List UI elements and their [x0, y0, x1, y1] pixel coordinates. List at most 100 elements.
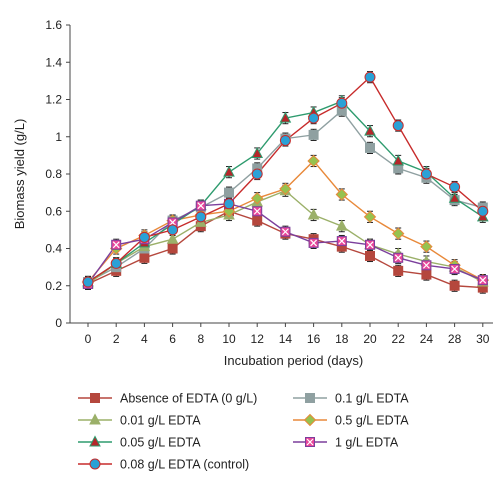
- x-tick-label: 4: [141, 332, 148, 346]
- y-tick-label: 0.6: [45, 204, 62, 218]
- legend-marker: [89, 413, 101, 425]
- series-markers: [81, 71, 490, 293]
- y-tick-label: 0.4: [45, 242, 62, 256]
- legend-item: 0.01 g/L EDTA: [78, 413, 201, 428]
- legend-marker: [303, 413, 317, 427]
- data-point: [251, 146, 264, 159]
- x-tick-label: 16: [307, 332, 321, 346]
- data-point: [308, 237, 319, 248]
- x-tick-label: 6: [169, 332, 176, 346]
- data-point: [280, 226, 291, 237]
- data-point: [250, 192, 264, 205]
- data-point: [308, 129, 319, 140]
- data-point: [449, 263, 460, 274]
- data-point: [393, 252, 404, 263]
- data-point: [335, 188, 349, 201]
- legend-label: 0.1 g/L EDTA: [335, 392, 409, 406]
- y-axis-title: Biomass yield (g/L): [12, 119, 27, 230]
- y-tick-label: 1.4: [45, 55, 62, 69]
- chart-legend: Absence of EDTA (0 g/L) 0.1 g/L EDTA 0.01 …: [78, 392, 409, 472]
- data-point: [363, 210, 377, 224]
- data-point: [448, 191, 461, 203]
- y-tick-label: 0.2: [45, 279, 62, 293]
- data-point: [477, 205, 489, 217]
- legend-item: 0.5 g/L EDTA: [293, 414, 409, 428]
- y-tick-label: 1.6: [45, 18, 62, 32]
- data-point: [420, 168, 432, 180]
- data-point: [251, 168, 263, 180]
- legend-label: 0.05 g/L EDTA: [120, 436, 201, 450]
- data-point: [223, 198, 235, 210]
- x-tick-label: 0: [85, 332, 92, 346]
- y-tick-label: 0: [55, 316, 62, 330]
- legend-label: 0.5 g/L EDTA: [335, 414, 409, 428]
- data-point: [392, 120, 404, 132]
- data-point: [449, 280, 460, 291]
- data-point: [365, 142, 375, 153]
- data-point: [195, 211, 207, 223]
- legend-item: 0.1 g/L EDTA: [293, 392, 409, 406]
- legend-label: 1 g/L EDTA: [335, 436, 399, 450]
- data-point: [449, 181, 461, 193]
- x-tick-label: 20: [363, 332, 377, 346]
- data-point: [421, 269, 432, 280]
- data-point: [82, 276, 94, 288]
- chart-axes: 00.20.40.60.811.21.41.60 2 4 6 8 10 12 14 16 18 20…: [45, 18, 493, 346]
- legend-marker: [89, 458, 101, 470]
- data-point: [364, 71, 376, 83]
- data-point: [307, 154, 320, 168]
- data-point: [421, 260, 432, 271]
- data-point: [279, 182, 292, 196]
- legend-marker: [305, 393, 315, 403]
- data-point: [252, 206, 263, 217]
- legend-label: 0.08 g/L EDTA (control): [120, 458, 249, 472]
- data-point: [252, 215, 263, 226]
- data-point: [336, 236, 347, 247]
- data-point: [365, 250, 375, 261]
- data-point: [365, 239, 375, 250]
- legend-marker: [89, 435, 101, 447]
- data-point: [167, 224, 179, 236]
- x-axis-title: Incubation period (days): [224, 353, 363, 368]
- x-tick-label: 30: [476, 332, 490, 346]
- x-tick-label: 2: [113, 332, 120, 346]
- data-point: [223, 165, 235, 177]
- data-point: [308, 112, 320, 124]
- x-tick-label: 18: [335, 332, 349, 346]
- x-tick-label: 24: [420, 332, 434, 346]
- data-point: [420, 240, 433, 253]
- legend-marker: [90, 393, 100, 403]
- x-tick-label: 10: [222, 332, 236, 346]
- legend-item: 0.05 g/L EDTA: [78, 435, 201, 450]
- legend-marker: [305, 437, 315, 447]
- legend-item: 1 g/L EDTA: [293, 436, 399, 450]
- data-point: [393, 265, 404, 276]
- y-tick-label: 0.8: [45, 167, 62, 181]
- x-tick-label: 28: [448, 332, 462, 346]
- data-point: [138, 231, 150, 243]
- data-point: [279, 134, 291, 146]
- data-point: [336, 97, 348, 109]
- data-point: [335, 219, 348, 231]
- data-point: [166, 232, 179, 244]
- x-tick-label: 14: [279, 332, 293, 346]
- data-point: [195, 200, 206, 211]
- data-point: [139, 252, 150, 263]
- legend-label: 0.01 g/L EDTA: [120, 414, 201, 428]
- x-tick-label: 12: [251, 332, 265, 346]
- x-tick-label: 22: [392, 332, 406, 346]
- data-point: [111, 239, 122, 250]
- legend-item: 0.08 g/L EDTA (control): [78, 458, 249, 472]
- data-point: [167, 243, 178, 254]
- data-point: [477, 275, 488, 286]
- data-point: [364, 124, 376, 136]
- data-point: [391, 227, 405, 240]
- data-point: [224, 187, 234, 198]
- data-point: [279, 111, 292, 123]
- y-tick-label: 1.2: [45, 93, 62, 107]
- y-tick-label: 1: [55, 130, 62, 144]
- legend-item: Absence of EDTA (0 g/L): [78, 392, 257, 406]
- data-point: [110, 257, 122, 269]
- legend-label: Absence of EDTA (0 g/L): [120, 392, 257, 406]
